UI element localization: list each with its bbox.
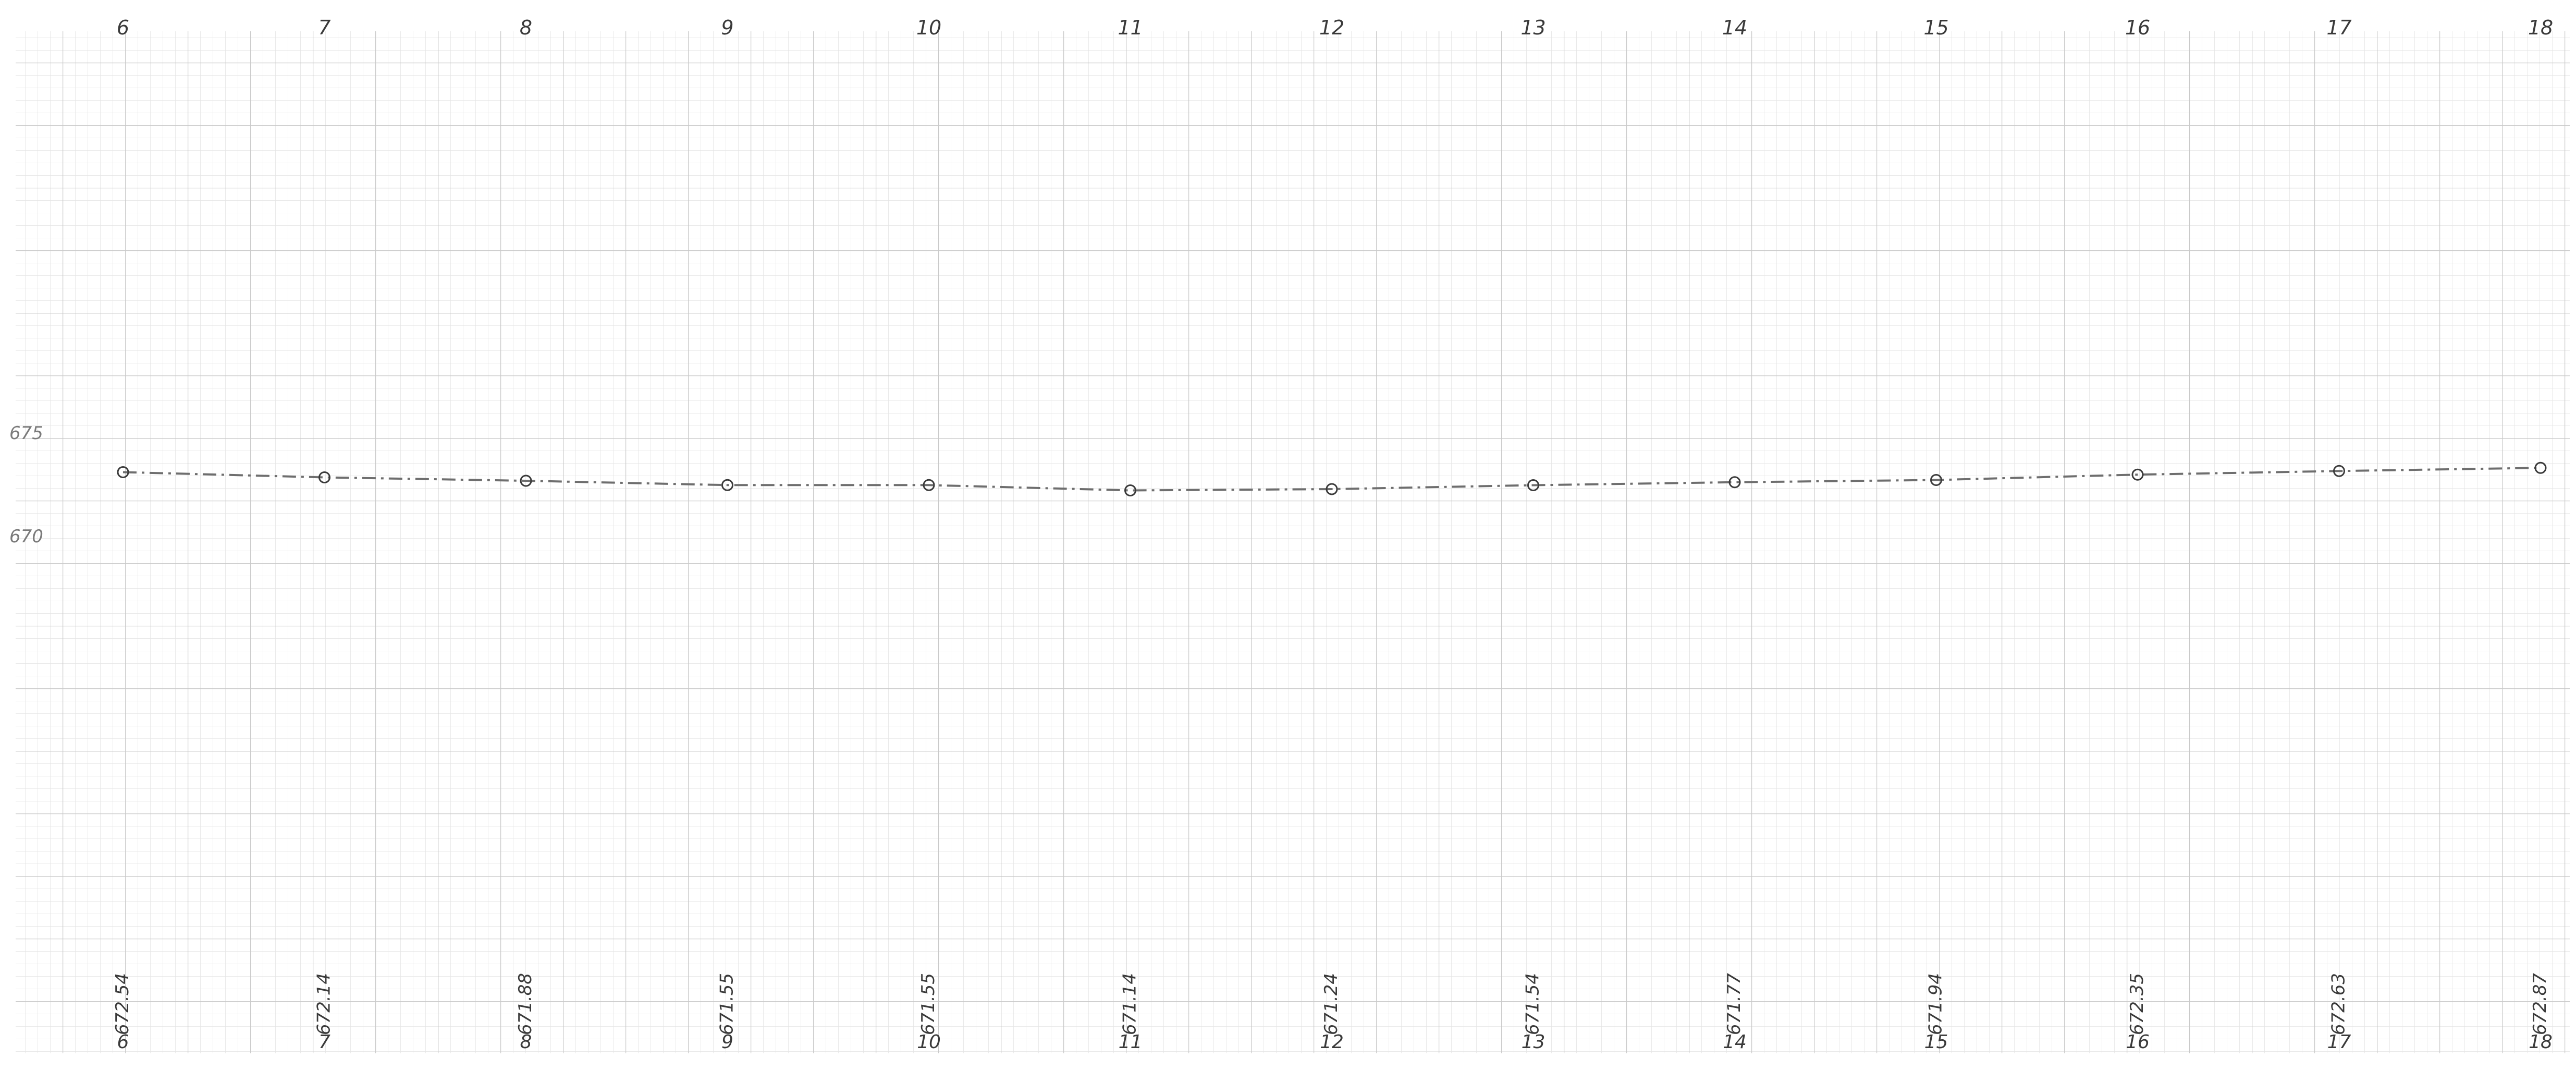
elevation-data-label: 671.24: [1321, 973, 1342, 1035]
elevation-data-label: 671.14: [1120, 973, 1140, 1035]
x-tick-label-bottom: 8: [520, 1031, 532, 1053]
x-tick-label-bottom: 11: [1119, 1031, 1143, 1053]
x-tick-label-top: 10: [916, 16, 941, 39]
x-tick-label-top: 16: [2125, 16, 2150, 39]
major-grid: [16, 31, 2570, 1053]
elevation-data-label: 672.87: [2530, 973, 2550, 1035]
x-tick-label-bottom: 15: [1924, 1031, 1948, 1053]
elevation-data-label: 671.77: [1724, 973, 1745, 1035]
elevation-data-label: 671.55: [918, 973, 939, 1035]
data-point: [923, 479, 935, 491]
x-tick-label-bottom: 12: [1320, 1031, 1344, 1053]
data-point: [2333, 465, 2345, 477]
data-point: [1728, 476, 1741, 489]
x-tick-label-top: 15: [1923, 16, 1948, 39]
profile-line: [122, 467, 2541, 492]
y-tick-label: 675: [9, 423, 43, 444]
x-tick-label-top: 17: [2326, 16, 2351, 39]
data-point: [2534, 461, 2547, 474]
x-tick-label-top: 11: [1118, 16, 1143, 39]
elevation-data-label: 671.54: [1523, 973, 1543, 1035]
elevation-data-label: 671.88: [515, 973, 536, 1035]
elevation-data-label: 672.54: [112, 973, 133, 1035]
data-point: [520, 475, 532, 487]
data-point: [1930, 474, 1942, 486]
x-tick-label-top: 12: [1319, 16, 1344, 39]
data-point: [2131, 468, 2144, 481]
x-tick-label-bottom: 16: [2126, 1031, 2150, 1053]
x-tick-label-top: 9: [721, 16, 733, 39]
y-tick-label: 670: [9, 526, 43, 547]
x-tick-label-bottom: 18: [2529, 1031, 2553, 1053]
data-point: [1527, 479, 1539, 491]
x-tick-label-top: 7: [318, 16, 330, 39]
elevation-data-label: 672.63: [2328, 973, 2349, 1035]
elevation-data-label: 671.55: [717, 973, 738, 1035]
x-tick-label-bottom: 6: [117, 1031, 129, 1053]
x-tick-label-top: 6: [117, 16, 129, 39]
x-tick-label-bottom: 14: [1723, 1031, 1747, 1053]
x-tick-label-bottom: 17: [2327, 1031, 2351, 1053]
x-tick-label-bottom: 9: [721, 1031, 733, 1053]
x-tick-label-top: 14: [1722, 16, 1747, 39]
x-tick-label-top: 13: [1520, 16, 1545, 39]
x-tick-label-bottom: 13: [1522, 1031, 1545, 1053]
x-tick-label-top: 8: [520, 16, 532, 39]
x-tick-label-bottom: 10: [917, 1031, 941, 1053]
data-point: [117, 466, 129, 478]
elevation-data-label: 672.14: [314, 973, 335, 1035]
x-tick-label-bottom: 7: [318, 1031, 330, 1053]
data-point: [318, 471, 330, 483]
data-point: [721, 479, 733, 491]
data-point: [1124, 484, 1136, 496]
elevation-data-label: 671.94: [1925, 973, 1946, 1035]
elevation-data-label: 672.35: [2127, 973, 2148, 1035]
data-point: [1326, 483, 1338, 495]
x-tick-label-top: 18: [2528, 16, 2553, 39]
